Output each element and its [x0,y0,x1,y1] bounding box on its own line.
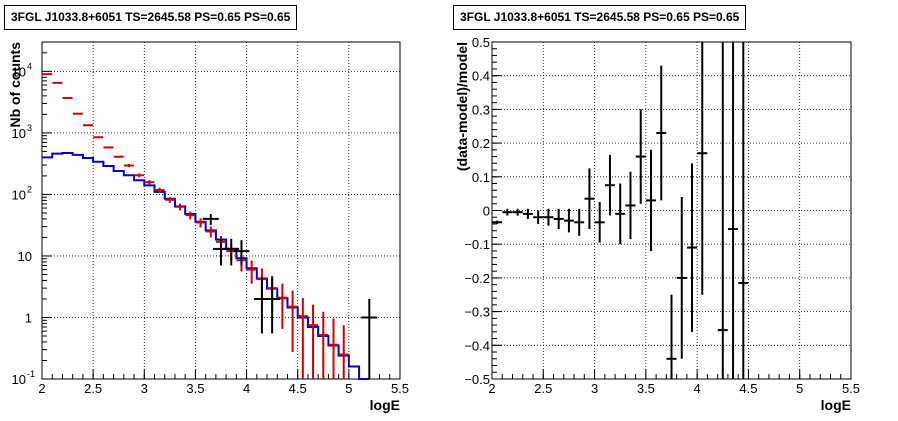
y-tick-label: 10 [12,372,26,387]
model-point [185,211,196,220]
x-axis-label: logE [821,397,851,413]
residual-point [625,171,636,240]
residual-point [533,210,544,224]
y-tick-label: −0.1 [464,237,490,252]
residual-point [666,294,677,379]
x-tick-label: 3.5 [637,381,655,396]
model-point [144,180,155,185]
model-point [277,283,288,329]
data-point [202,214,219,225]
residual-point [717,42,728,379]
counts-chart-title: 3FGL J1033.8+6051 TS=2645.58 PS=0.65 PS=… [4,5,298,30]
residual-point [604,154,615,216]
source-model-histogram [42,152,370,380]
y-tick-exponent: 4 [27,61,32,71]
residual-point [676,197,687,359]
x-tick-label: 2 [488,381,495,396]
x-tick-label: 4 [243,381,250,396]
x-tick-label: 4 [694,381,701,396]
model-point [308,304,319,379]
residual-point [543,208,554,226]
y-tick-label: 0 [483,204,490,219]
residual-point [584,168,595,230]
residual-point [574,208,585,236]
data-point [233,240,250,266]
y-tick-exponent: -1 [27,369,35,379]
x-tick-label: 4.5 [739,381,757,396]
x-tick-label: 2.5 [84,381,102,396]
y-tick-exponent: 3 [27,123,32,133]
x-tick-label: 3 [141,381,148,396]
model-point [175,203,186,211]
residual-point [512,208,523,216]
model-point [338,325,349,379]
y-tick-label: 1 [25,310,32,325]
residual-point [553,208,564,230]
counts-panel: 3FGL J1033.8+6051 TS=2645.58 PS=0.65 PS=… [4,5,409,413]
residuals-chart: 2 2.5 3 3.5 4 4.5 5 5.5 −0.5 −0.4 −0.3 −0.2 −0.1 0 0.1… [454,35,860,413]
y-tick-label: 10 [12,126,26,141]
model-point [318,311,329,379]
residual-point [635,109,646,204]
model-point [287,290,298,352]
y-axis-label: Nb of counts [7,42,23,128]
model-point [164,196,175,203]
residual-point [563,208,574,233]
model-point [297,297,308,379]
residual-point [645,149,656,251]
y-tick-label: 0.3 [472,102,490,117]
y-axis-label: (data-model)/model [454,42,470,171]
data-point [264,277,281,334]
x-tick-label: 5 [345,381,352,396]
x-tick-label: 2 [38,381,45,396]
y-tick-label: 10 [18,249,32,264]
residual-point [492,220,503,224]
residual-point [738,42,749,379]
y-tick-label: −0.2 [464,271,490,286]
residual-point [656,65,667,201]
y-tick-label: 0.5 [472,35,490,50]
y-tick-label: 0.4 [472,69,490,84]
residual-point [697,42,708,295]
x-tick-label: 5.5 [391,381,409,396]
model-point [134,173,145,178]
y-tick-label: 0.1 [472,170,490,185]
x-tick-label: 3.5 [186,381,204,396]
x-axis-label: logE [370,397,400,413]
residual-point [728,42,739,379]
y-tick-label: 10 [12,64,26,79]
y-tick-label: 0.2 [472,136,490,151]
model-point [328,318,339,379]
data-point [361,298,378,379]
x-tick-label: 5.5 [842,381,860,396]
y-tick-label: 10 [12,187,26,202]
x-tick-label: 4.5 [289,381,307,396]
residual-point [502,208,513,216]
y-tick-label: −0.5 [464,372,490,387]
x-tick-label: 5 [796,381,803,396]
residual-point [522,208,533,219]
plot-frame [41,41,401,380]
model-point [246,260,257,284]
residuals-panel: 3FGL J1033.8+6051 TS=2645.58 PS=0.65 PS=… [449,0,898,421]
residual-point [594,202,605,243]
model-point [195,218,206,228]
model-point [154,187,165,193]
y-tick-exponent: 2 [27,184,32,194]
residual-point [615,183,626,245]
x-tick-label: 2.5 [534,381,552,396]
model-point [123,163,134,168]
model-point [205,226,216,238]
y-tick-label: −0.4 [464,338,490,353]
x-tick-label: 3 [591,381,598,396]
residual-point [687,163,698,332]
residuals-chart-title: 3FGL J1033.8+6051 TS=2645.58 PS=0.65 PS=… [453,5,747,30]
data-point [223,238,240,266]
y-tick-label: −0.3 [464,305,490,320]
